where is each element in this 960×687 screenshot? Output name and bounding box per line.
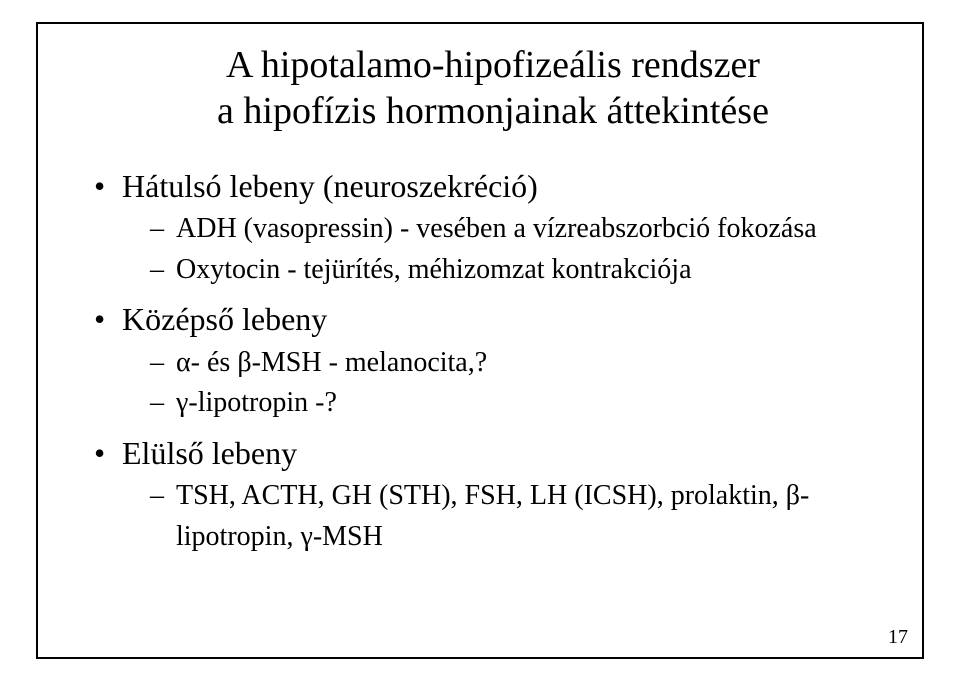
slide-title: A hipotalamo-hipofizeális rendszer a hip… <box>94 42 892 135</box>
list-item: Hátulsó lebeny (neuroszekréció) ADH (vas… <box>94 163 892 291</box>
list-item-label: Középső lebeny <box>122 301 327 337</box>
sublist-item: ADH (vasopressin) - vesében a vízreabszo… <box>150 209 892 250</box>
sublist-item: Oxytocin - tejürítés, méhizomzat kontrak… <box>150 250 892 291</box>
page-number: 17 <box>888 626 908 649</box>
sublist: α- és β-MSH - melanocita,? γ-lipotropin … <box>150 343 892 424</box>
sublist: TSH, ACTH, GH (STH), FSH, LH (ICSH), pro… <box>150 476 892 557</box>
sublist-item: α- és β-MSH - melanocita,? <box>150 343 892 384</box>
sublist-item: γ-lipotropin -? <box>150 383 892 424</box>
title-line-2: a hipofízis hormonjainak áttekintése <box>94 88 892 134</box>
slide: A hipotalamo-hipofizeális rendszer a hip… <box>0 0 960 687</box>
title-line-1: A hipotalamo-hipofizeális rendszer <box>94 42 892 88</box>
list-item-label: Elülső lebeny <box>122 435 297 471</box>
bullet-list: Hátulsó lebeny (neuroszekréció) ADH (vas… <box>94 163 892 558</box>
slide-frame: A hipotalamo-hipofizeális rendszer a hip… <box>36 22 924 659</box>
list-item-label: Hátulsó lebeny (neuroszekréció) <box>122 168 538 204</box>
sublist-item: TSH, ACTH, GH (STH), FSH, LH (ICSH), pro… <box>150 476 892 557</box>
sublist: ADH (vasopressin) - vesében a vízreabszo… <box>150 209 892 290</box>
list-item: Középső lebeny α- és β-MSH - melanocita,… <box>94 296 892 424</box>
list-item: Elülső lebeny TSH, ACTH, GH (STH), FSH, … <box>94 430 892 558</box>
